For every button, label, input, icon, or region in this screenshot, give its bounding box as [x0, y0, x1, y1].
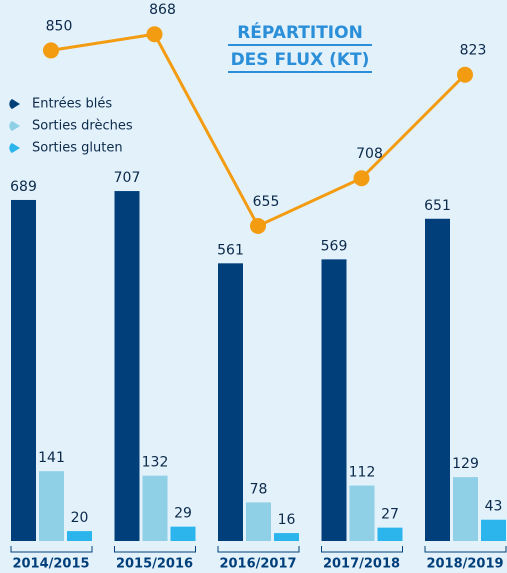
legend-label: Entrées blés	[32, 97, 112, 112]
line-point	[353, 170, 370, 187]
bar	[114, 191, 140, 542]
bar-value-label: 132	[142, 455, 169, 471]
line-value-label: 708	[356, 146, 383, 162]
category-bracket	[114, 546, 196, 553]
bar	[453, 477, 478, 541]
x-tick-label: 2015/2016	[116, 557, 193, 572]
bar	[481, 519, 506, 541]
category-bracket	[424, 546, 507, 553]
bar	[39, 471, 64, 541]
bar	[377, 527, 403, 541]
line-value-label: 868	[149, 2, 176, 18]
legend-label: Sorties drèches	[32, 119, 133, 134]
bar	[321, 259, 347, 541]
bar	[11, 199, 36, 542]
chart-title: DES FLUX (KT)	[231, 50, 370, 70]
chart-title: RÉPARTITION	[237, 21, 363, 43]
bar-value-label: 20	[71, 510, 89, 526]
line-point	[146, 26, 163, 43]
bar-value-label: 141	[38, 450, 65, 466]
bar-value-label: 27	[381, 507, 399, 523]
bar-value-label: 112	[349, 465, 376, 481]
line-point	[250, 217, 266, 234]
category-bracket	[217, 546, 300, 553]
bar	[246, 502, 271, 541]
bar-value-label: 707	[114, 170, 141, 186]
category-bracket	[10, 546, 93, 553]
line-point	[457, 66, 473, 83]
bar-value-label: 651	[424, 198, 451, 214]
bar	[274, 533, 299, 541]
line-value-label: 655	[253, 194, 280, 210]
bar-value-label: 78	[250, 481, 268, 497]
bar-value-label: 16	[278, 512, 296, 528]
bar-value-label: 129	[452, 456, 479, 472]
legend-marker	[9, 143, 20, 153]
category-bracket	[321, 546, 403, 553]
bar-value-label: 569	[321, 238, 348, 254]
bar-value-label: 29	[174, 506, 192, 522]
x-tick-label: 2016/2017	[219, 557, 296, 572]
bar	[425, 218, 450, 541]
line-point	[43, 42, 59, 59]
bar	[349, 485, 375, 541]
x-tick-label: 2018/2019	[426, 557, 503, 572]
bar-value-label: 689	[10, 179, 37, 195]
line-value-label: 823	[460, 43, 487, 59]
x-tick-label: 2017/2018	[323, 557, 400, 572]
bar	[218, 263, 243, 541]
bar-value-label: 561	[217, 242, 244, 258]
x-tick-label: 2014/2015	[12, 557, 89, 572]
legend-marker	[9, 121, 20, 131]
legend-marker	[9, 99, 20, 109]
bar	[67, 531, 92, 541]
bar-value-label: 43	[485, 499, 503, 515]
legend-label: Sorties gluten	[32, 141, 123, 156]
bar	[170, 526, 196, 541]
bar	[142, 475, 168, 541]
line-value-label: 850	[46, 18, 73, 34]
